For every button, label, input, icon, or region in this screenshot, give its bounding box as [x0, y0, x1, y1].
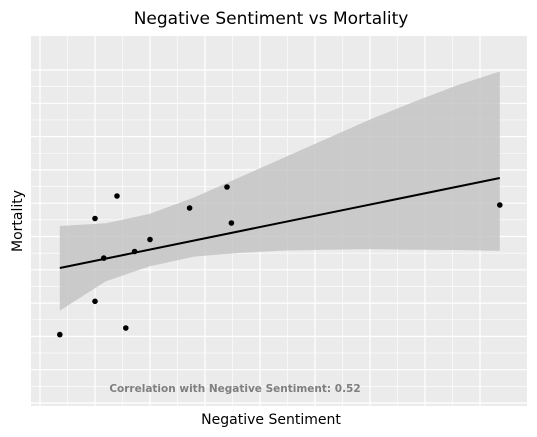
data-point [114, 193, 120, 199]
data-point [497, 202, 503, 208]
data-point [147, 236, 153, 243]
correlation-annotation: Correlation with Negative Sentiment: 0.5… [109, 383, 360, 395]
data-point [92, 298, 98, 305]
data-point [92, 215, 98, 222]
chart-title: Negative Sentiment vs Mortality [134, 9, 409, 29]
data-point [131, 248, 138, 255]
data-point [101, 255, 107, 261]
data-point [228, 220, 235, 226]
data-point [123, 325, 129, 331]
y-axis-label: Mortality [10, 190, 26, 252]
data-point [186, 205, 193, 211]
x-axis-label: Negative Sentiment [201, 412, 341, 428]
confidence-band [59, 71, 500, 311]
data-point [57, 331, 63, 338]
data-points [57, 184, 503, 338]
data-point [224, 184, 230, 190]
